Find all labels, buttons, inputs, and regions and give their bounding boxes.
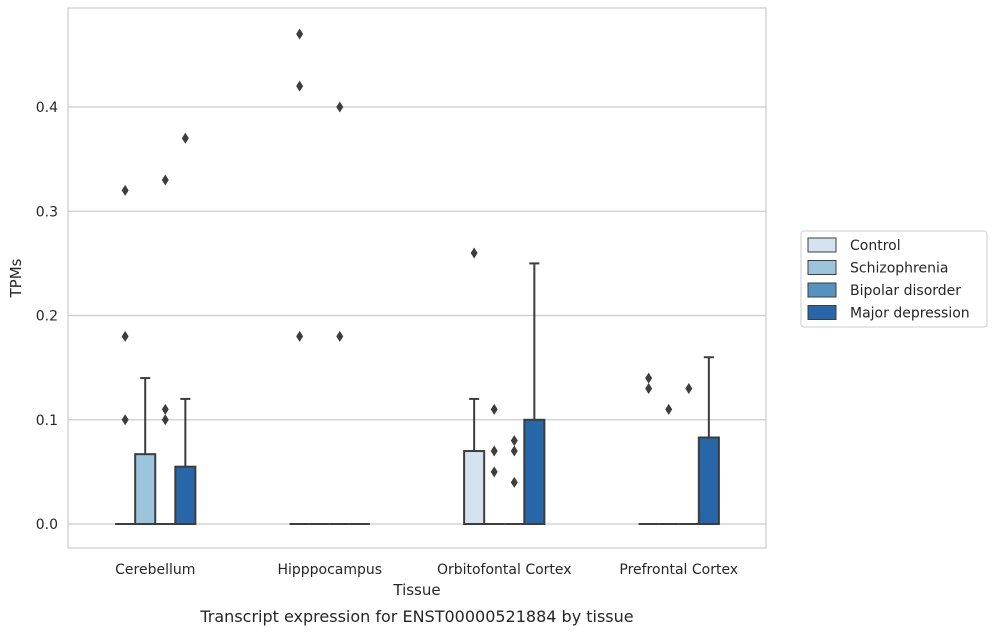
outlier-point	[490, 466, 498, 478]
x-tick-label: Prefrontal Cortex	[619, 562, 738, 578]
y-tick-labels: 0.0 0.1 0.2 0.3 0.4	[36, 100, 58, 533]
outlier-point	[470, 247, 478, 259]
outlier-point	[296, 330, 304, 342]
legend-swatch	[807, 282, 837, 298]
x-tick-label: Hipppocampus	[277, 562, 382, 578]
chart-caption: Transcript expression for ENST0000052188…	[199, 607, 633, 626]
outlier-point	[645, 372, 653, 384]
box-body	[523, 418, 546, 526]
outlier-point	[336, 330, 344, 342]
outlier-point	[161, 174, 169, 186]
x-tick-label: Cerebellum	[115, 562, 195, 578]
box-control	[463, 247, 486, 526]
box-major-depression	[697, 356, 720, 526]
outlier-point	[296, 80, 304, 92]
box-body	[463, 450, 486, 526]
box-schizophrenia	[658, 403, 679, 526]
plot-frame	[67, 7, 767, 549]
box-bipolar-disorder	[504, 435, 525, 526]
box-control	[115, 184, 136, 526]
box-bipolar-disorder	[329, 101, 350, 526]
box-body	[174, 465, 197, 526]
outlier-point	[490, 445, 498, 457]
outlier-point	[121, 184, 129, 196]
box-major-depression	[523, 262, 546, 526]
plot-boxes	[115, 28, 720, 526]
outlier-point	[161, 403, 169, 415]
outlier-point	[645, 383, 653, 395]
legend-frame	[800, 230, 988, 328]
legend-swatch	[807, 237, 837, 253]
x-axis-label: Tissue	[392, 581, 440, 599]
outlier-point	[181, 132, 189, 144]
outlier-point	[510, 445, 518, 457]
box-body	[697, 436, 720, 526]
outlier-point	[121, 330, 129, 342]
y-tick-label: 0.0	[36, 517, 58, 533]
y-axis-label: TPMs	[7, 258, 25, 298]
box-control	[289, 28, 310, 526]
gridlines	[68, 106, 766, 525]
legend-entry: Control	[850, 238, 901, 254]
legend-swatch	[807, 260, 837, 275]
box-control	[638, 372, 659, 526]
x-tick-labels: Cerebellum Hipppocampus Orbitofontal Corte…	[115, 562, 738, 578]
legend-entry: Bipolar disorder	[850, 283, 961, 299]
outlier-point	[685, 383, 693, 395]
y-tick-label: 0.2	[36, 309, 58, 325]
y-tick-label: 0.4	[36, 100, 58, 116]
outlier-point	[296, 28, 304, 40]
box-schizophrenia	[134, 377, 157, 526]
box-body	[134, 453, 157, 526]
legend: Control Schizophrenia Bipolar disorder Majo…	[800, 230, 988, 328]
box-schizophrenia	[484, 403, 505, 526]
box-major-depression	[174, 132, 197, 526]
y-tick-label: 0.1	[36, 413, 58, 429]
outlier-point	[161, 414, 169, 426]
outlier-point	[336, 101, 344, 113]
box-bipolar-disorder	[155, 174, 176, 526]
outlier-point	[490, 403, 498, 415]
legend-entry: Schizophrenia	[850, 261, 948, 277]
outlier-point	[510, 476, 518, 488]
x-tick-label: Orbitofontal Cortex	[437, 562, 572, 578]
outlier-point	[121, 414, 129, 426]
legend-entry: Major depression	[850, 306, 970, 322]
outlier-point	[510, 435, 518, 447]
y-tick-label: 0.3	[36, 204, 58, 220]
box-bipolar-disorder	[678, 383, 699, 526]
legend-swatch	[807, 305, 837, 320]
outlier-point	[665, 403, 673, 415]
